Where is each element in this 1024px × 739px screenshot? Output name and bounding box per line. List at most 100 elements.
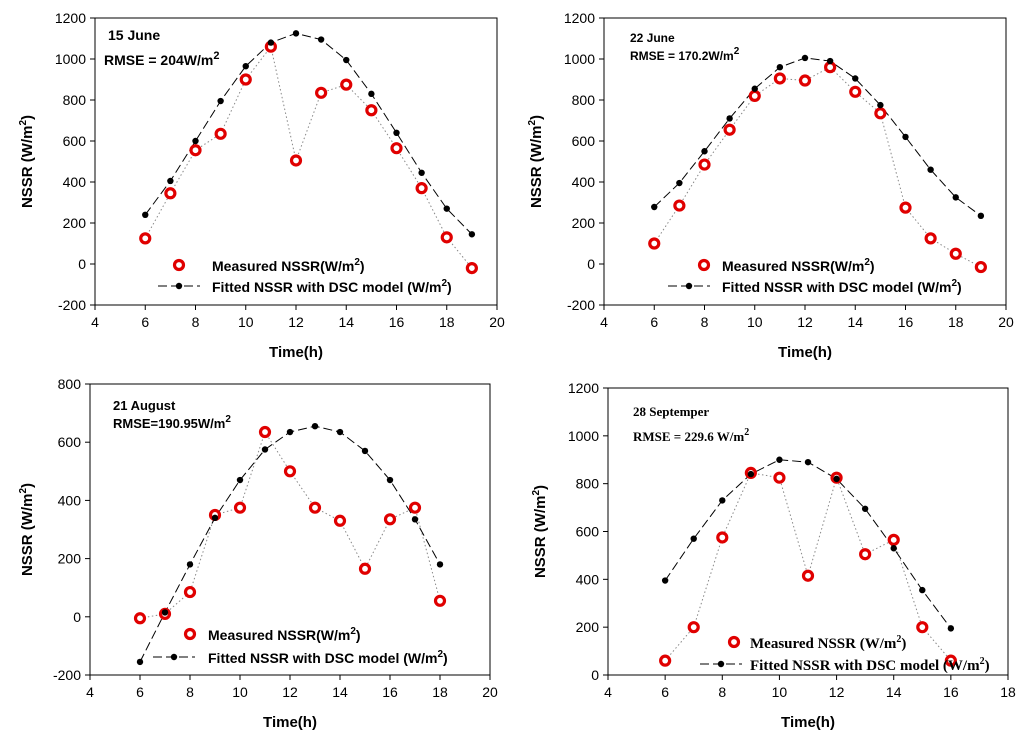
x-axis-title: Time(h) xyxy=(781,714,835,731)
measured-point xyxy=(801,569,815,582)
legend-measured-name: Measured NSSR (W/m xyxy=(750,636,897,652)
measured-series-line xyxy=(144,45,473,269)
legend-fitted-label: Fitted NSSR with DSC model (W/m2) xyxy=(212,278,452,295)
legend-fitted-label: Fitted NSSR with DSC model (W/m2) xyxy=(208,649,448,666)
fitted-point xyxy=(877,101,884,109)
legend-fitted-end: ) xyxy=(957,279,962,295)
y-tick-label: 400 xyxy=(576,571,600,587)
fitted-point xyxy=(927,166,934,173)
x-tick-label: 10 xyxy=(747,314,763,330)
x-tick-label: 4 xyxy=(86,684,94,700)
measured-point xyxy=(239,73,252,86)
rmse-sup: 2 xyxy=(744,427,749,438)
y-axis-title-sup: 2 xyxy=(18,488,29,494)
y-axis-title-end: ) xyxy=(532,485,549,490)
fitted-point xyxy=(947,625,955,632)
fitted-point xyxy=(468,231,476,238)
measured-point xyxy=(258,425,272,439)
legend-measured-end: ) xyxy=(870,258,875,274)
measured-point xyxy=(859,548,872,561)
fitted-point xyxy=(211,514,219,522)
y-tick-label: -200 xyxy=(53,667,81,683)
x-axis-title: Time(h) xyxy=(269,344,323,361)
y-tick-label: 1000 xyxy=(564,51,595,67)
measured-point xyxy=(673,199,686,212)
measured-point xyxy=(698,158,711,171)
measured-point xyxy=(333,514,347,527)
x-axis-title: Time(h) xyxy=(263,714,317,731)
measured-point xyxy=(365,104,378,117)
fitted-point xyxy=(161,609,169,616)
legend-measured-sup: 2 xyxy=(864,257,870,268)
fitted-point xyxy=(919,586,926,594)
measured-point xyxy=(924,232,937,245)
y-tick-label: 800 xyxy=(58,376,82,392)
fitted-point xyxy=(776,456,783,463)
y-tick-label: 1200 xyxy=(55,10,86,26)
fitted-point xyxy=(676,179,683,187)
y-axis-title-sup: 2 xyxy=(531,490,542,496)
x-tick-label: 20 xyxy=(489,314,505,330)
y-tick-label: -200 xyxy=(567,297,595,313)
y-tick-label: 800 xyxy=(63,92,87,108)
measured-point xyxy=(415,182,428,195)
y-tick-label: 200 xyxy=(63,215,87,231)
legend-fitted-end: ) xyxy=(443,650,448,666)
legend-measured-marker xyxy=(172,258,186,272)
legend: Measured NSSR(W/m2) Fitted NSSR with DSC … xyxy=(153,626,448,666)
legend-fitted-sup: 2 xyxy=(441,278,447,289)
fitted-point xyxy=(192,137,199,145)
fitted-point xyxy=(436,561,444,568)
fitted-point xyxy=(661,577,669,584)
fitted-point xyxy=(801,54,809,62)
rmse-text: RMSE = 170.2W/m xyxy=(630,49,734,63)
legend-fitted-label: Fitted NSSR with DSC model (W/m2) xyxy=(750,656,990,674)
x-tick-label: 4 xyxy=(600,314,608,330)
measured-point xyxy=(189,144,202,157)
chart-title: 15 June xyxy=(108,27,160,43)
measured-series-line xyxy=(664,472,952,661)
measured-point xyxy=(390,142,403,155)
legend-measured-marker xyxy=(697,258,711,272)
y-axis-title-end: ) xyxy=(19,483,36,488)
x-tick-label: 18 xyxy=(432,684,448,700)
y-tick-label: 200 xyxy=(572,215,596,231)
legend-fitted-marker xyxy=(170,653,178,661)
x-tick-label: 8 xyxy=(186,684,194,700)
y-axis-title-main: NSSR (W/m xyxy=(532,496,549,579)
rmse-annotation: RMSE = 204W/m2 xyxy=(104,50,219,68)
measured-point xyxy=(723,123,736,136)
legend-measured-label: Measured NSSR(W/m2) xyxy=(208,626,361,643)
legend: Measured NSSR (W/m2)Fitted NSSR with DSC… xyxy=(700,634,990,674)
fitted-point xyxy=(136,658,144,666)
fitted-point xyxy=(343,56,350,64)
y-tick-label: 600 xyxy=(63,133,87,149)
x-tick-label: 10 xyxy=(238,314,254,330)
y-tick-label: 400 xyxy=(58,492,82,508)
x-tick-label: 18 xyxy=(439,314,455,330)
measured-point xyxy=(408,501,422,514)
fitted-point xyxy=(286,428,294,436)
x-tick-label: 6 xyxy=(661,684,669,700)
chart-panel-2: 4 6 8 10 12 14 16 18 20 -200 0 200 400 600 800 1000 1200… xyxy=(527,10,1014,361)
y-axis-title-end: ) xyxy=(528,115,545,120)
y-axis-title-main: NSSR (W/m xyxy=(19,126,36,209)
fitted-point xyxy=(690,535,697,542)
chart-panel-1: 4 6 8 10 12 14 16 18 20 -200 0 200 400 600 800 1000 1200… xyxy=(18,10,505,361)
y-tick-label: 1000 xyxy=(55,51,86,67)
y-axis-title-sup: 2 xyxy=(527,120,538,126)
x-tick-label: 12 xyxy=(288,314,304,330)
fitted-point xyxy=(443,205,450,212)
fitted-point xyxy=(861,505,869,512)
fitted-point xyxy=(393,129,400,136)
rmse-annotation: RMSE = 170.2W/m2 xyxy=(630,46,740,63)
fitted-point xyxy=(142,211,149,218)
y-axis-title-main: NSSR (W/m xyxy=(19,494,36,577)
measured-point xyxy=(315,86,328,99)
measured-point xyxy=(949,247,962,260)
fitted-series-line xyxy=(653,57,982,217)
x-tick-label: 14 xyxy=(886,684,902,700)
chart-panel-3: 4 6 8 10 12 14 16 18 20 -200 0 200 400 600 800 Time(h) N… xyxy=(18,376,498,731)
fitted-point xyxy=(368,90,375,98)
fitted-point xyxy=(651,203,658,211)
